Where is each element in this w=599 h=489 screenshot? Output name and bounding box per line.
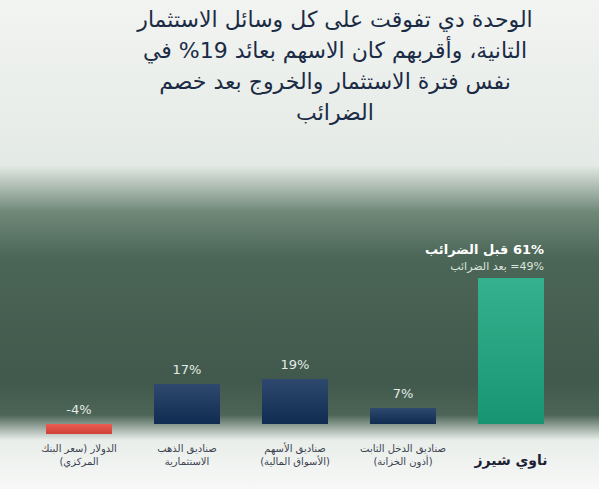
category-label: ناوي شيرز: [461, 452, 561, 469]
annotation: 49%= بعد الضرائب: [450, 260, 544, 273]
category-label: صناديق الدخل الثابت (أذون الخزانة): [353, 442, 453, 468]
data-label: 19%: [235, 357, 355, 372]
category-label: صناديق الذهب الاستثمارية: [137, 442, 237, 468]
bar: [262, 379, 328, 425]
category-label: الدولار (سعر البنك المركزي): [29, 442, 129, 468]
data-label: 61% قبل الضرائب: [425, 242, 544, 257]
chart-stage: الوحدة دي تفوقت على كل وسائل الاستثمار ا…: [0, 0, 599, 489]
data-label: -4%: [19, 402, 139, 417]
bar: [478, 278, 544, 424]
bar: [370, 408, 436, 425]
category-label: صناديق الأسهم (الأسواق المالية): [245, 442, 345, 468]
data-label: 7%: [343, 386, 463, 401]
bar: [46, 424, 112, 434]
bar: [154, 384, 220, 425]
data-label: 17%: [127, 362, 247, 377]
title: الوحدة دي تفوقت على كل وسائل الاستثمار ا…: [120, 4, 550, 128]
